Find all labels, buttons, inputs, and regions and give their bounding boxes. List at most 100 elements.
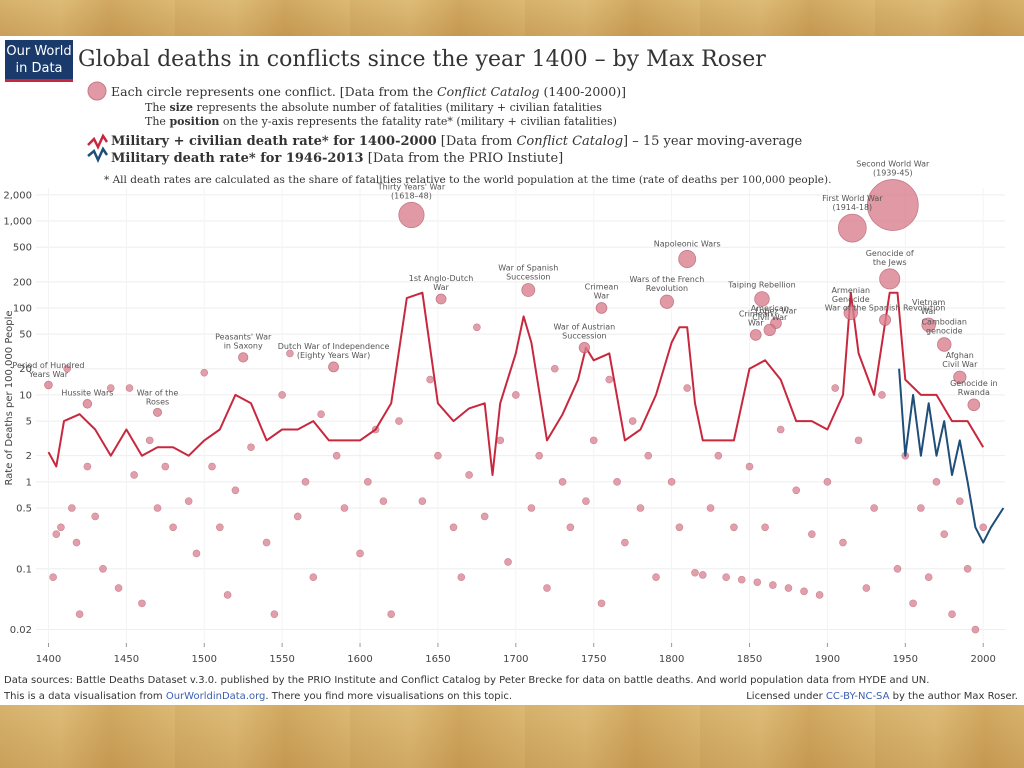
conflict-label: Wars of the French [630,275,705,284]
x-tick-label: 1900 [815,654,840,665]
conflict-dot [301,478,310,486]
conflict-dot [878,391,886,399]
conflict-label: Genocide [832,295,870,304]
plot: 2,000 1,000 500 200 100 50 20 10 5 2 1 0.5 0.1 0.02 14… [3,160,1005,665]
conflict-dot [75,610,84,619]
conflict-label: Years War [28,370,69,379]
conflict-label: Period of Hundred [12,361,84,370]
y-tick-label: 100 [13,303,32,314]
conflict-bubble [238,352,249,363]
conflict-dot [613,478,621,486]
conflict-dot [909,599,917,608]
conflict-dot [815,591,824,599]
conflict-bubble [521,283,536,297]
y-tick-label: 0.1 [16,564,32,575]
conflict-dot [722,573,730,581]
conflict-label: Succession [562,331,606,340]
y-axis-label: Rate of Deaths per 100,000 People [4,310,15,485]
conflict-dot [293,512,302,521]
conflict-dot [893,564,902,573]
conflict-dot [223,591,232,599]
conflict-dot [99,564,107,573]
legend-line [87,133,109,150]
conflict-bubble [659,294,675,309]
conflict-label: War of Spanish [498,263,558,272]
conflict-dot [870,504,878,512]
conflict-dot [278,391,286,399]
conflict-dot [761,523,769,532]
conflict-label: Afghan [946,351,974,360]
footer-sources: Data sources: Battle Deaths Dataset v.3.… [4,675,929,686]
conflict-dot [714,451,723,460]
conflict-dot [57,523,65,532]
conflict-bubble [879,313,892,326]
conflict-dot [426,375,434,384]
y-tick-label: 20 [19,364,32,375]
conflict-label: Roses [146,397,169,406]
conflict-dot [854,436,863,445]
conflict-dot [317,410,325,418]
conflict-label: Succession [506,272,550,281]
conflict-dot [769,581,777,589]
conflict-dot [823,478,832,486]
conflict-dot [340,504,349,512]
conflict-label: War [748,319,764,328]
conflict-dot [216,523,224,532]
conflict-label: Rwanda [958,388,990,397]
conflict-dot [364,478,372,486]
x-tick-label: 1450 [114,654,139,665]
conflict-dot [831,384,839,392]
conflict-dot [636,504,645,512]
conflict-dot [270,610,279,619]
conflict-dot [145,436,154,445]
conflict-dot [971,625,980,634]
conflict-dot [286,349,294,358]
conflict-dot [457,573,466,581]
conflict-bubble [82,399,93,409]
conflict-dot [332,451,341,460]
conflict-bubble [153,407,163,417]
conflict-dot [309,573,318,581]
conflict-dot [63,364,71,373]
conflict-label: Crimean [585,283,619,292]
conflict-dot [418,497,427,505]
note: The position on the y-axis represents th… [145,115,617,128]
conflict-dot [683,384,691,392]
conflict-bubble [937,337,952,352]
conflict-label: Hussite Wars [61,388,113,397]
x-tick-label: 1650 [425,654,450,665]
conflict-bubble [967,398,981,412]
logo [5,40,73,82]
conflict-dot [745,462,754,471]
logo-text: Our World [6,44,71,59]
conflict-bubble [763,323,776,337]
conflict-label: American [751,304,789,313]
logo-text: in Data [15,61,62,76]
series-line [47,291,985,476]
conflict-dot [667,478,676,486]
x-tick-label: 1500 [192,654,217,665]
conflict-dot [566,523,575,532]
conflict-dot [161,462,170,471]
conflict-bubble [843,305,858,321]
conflict-dot [862,584,871,592]
conflict-label: genocide [926,327,963,336]
conflict-bubble [749,329,762,341]
y-tick-label: 50 [19,330,32,341]
conflict-dot [963,564,972,573]
conflict-bubble [578,342,590,354]
conflict-label: Second World War [856,160,930,169]
conflict-bubble [595,302,608,314]
x-tick-label: 1400 [36,654,61,665]
conflict-dot [737,575,746,584]
conflict-dot [652,573,660,581]
conflict-label: Lopez War [755,307,797,316]
conflict-label: Peasants' War [215,333,272,342]
conflict-dot [184,497,193,505]
parchment-bottom [0,705,1024,768]
conflict-label: Napoleonic Wars [654,239,721,248]
conflict-dot [465,471,473,479]
conflict-dot [932,478,941,486]
conflict-label: Armenian [831,286,870,295]
conflict-dot [153,504,162,512]
